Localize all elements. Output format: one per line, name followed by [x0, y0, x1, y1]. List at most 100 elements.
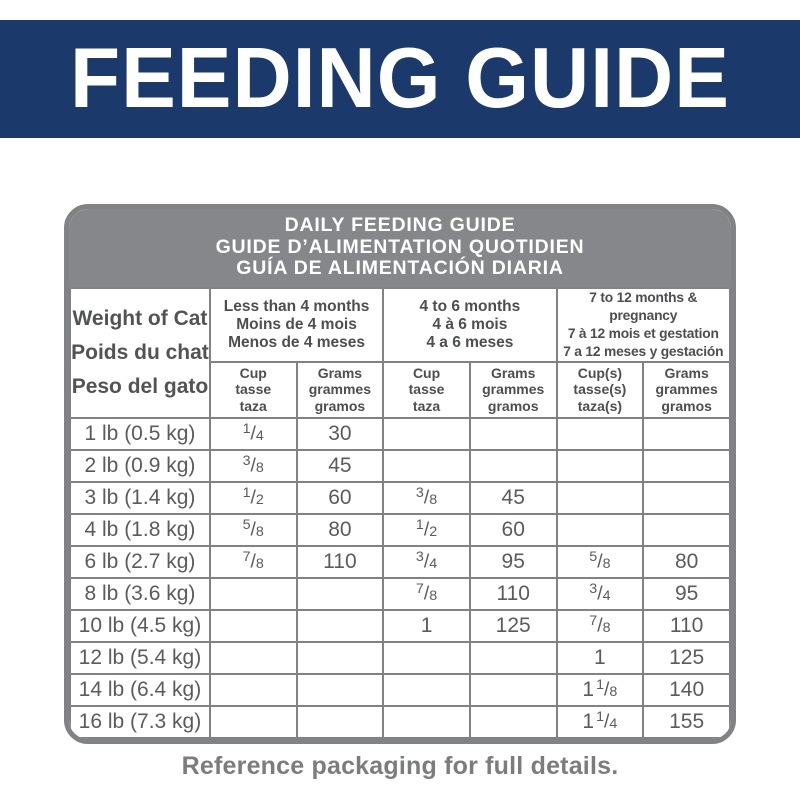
- weight-cell: 6 lb (2.7 kg): [69, 544, 211, 579]
- cup-amount-cell: 7/8: [382, 576, 471, 611]
- cup-amount-cell: [382, 704, 471, 739]
- grams-amount-cell: 80: [642, 544, 731, 579]
- grams-amount-cell: [468, 448, 558, 483]
- grams-amount-cell: [295, 704, 385, 739]
- unit-header: Cup(s) tasse(s) taza(s): [555, 360, 645, 419]
- table-title: DAILY FEEDING GUIDE GUIDE D’ALIMENTATION …: [69, 209, 731, 287]
- grams-amount-cell: [295, 608, 385, 643]
- table-row: 4 lb (1.8 kg) 5/8 80 1/2 60: [69, 512, 731, 547]
- grams-amount-cell: 110: [295, 544, 385, 579]
- daily-feeding-guide-card: DAILY FEEDING GUIDE GUIDE D’ALIMENTATION …: [64, 204, 736, 744]
- grams-amount-cell: 45: [468, 480, 558, 515]
- unit-header: Grams grammes gramos: [295, 360, 385, 419]
- cup-amount-cell: 5/8: [208, 512, 298, 547]
- cup-amount-cell: 3/8: [208, 448, 298, 483]
- cup-amount-cell: 1/2: [208, 480, 298, 515]
- cup-amount-cell: [555, 512, 645, 547]
- cup-amount-cell: [208, 608, 298, 643]
- cup-amount-cell: 1 1/4: [555, 704, 645, 739]
- cup-amount-cell: [555, 416, 645, 451]
- table-row: 3 lb (1.4 kg) 1/2 60 3/8 45: [69, 480, 731, 515]
- grams-amount-cell: [468, 416, 558, 451]
- grams-amount-cell: 155: [642, 704, 731, 739]
- cup-amount-cell: 7/8: [208, 544, 298, 579]
- grams-amount-cell: [642, 512, 731, 547]
- grams-amount-cell: 110: [642, 608, 731, 643]
- cup-amount-cell: [208, 672, 298, 707]
- unit-header: Cup tasse taza: [382, 360, 471, 419]
- cup-amount-cell: 1: [382, 608, 471, 643]
- cup-amount-cell: 1 1/8: [555, 672, 645, 707]
- grams-amount-cell: 60: [295, 480, 385, 515]
- cup-amount-cell: [555, 480, 645, 515]
- table-row: 8 lb (3.6 kg) 7/8 110 3/4 95: [69, 576, 731, 611]
- weight-cell: 3 lb (1.4 kg): [69, 480, 211, 515]
- feeding-guide-banner: FEEDING GUIDE: [0, 20, 800, 138]
- grams-amount-cell: [642, 416, 731, 451]
- footer-note: Reference packaging for full details.: [181, 752, 619, 780]
- grams-amount-cell: [642, 480, 731, 515]
- table-row: 2 lb (0.9 kg) 3/8 45: [69, 448, 731, 483]
- grams-amount-cell: 140: [642, 672, 731, 707]
- grams-amount-cell: 45: [295, 448, 385, 483]
- weight-cell: 12 lb (5.4 kg): [69, 640, 211, 675]
- grams-amount-cell: [642, 448, 731, 483]
- cup-amount-cell: [382, 416, 471, 451]
- cup-amount-cell: [382, 672, 471, 707]
- table-row: 12 lb (5.4 kg) 1 125: [69, 640, 731, 675]
- table-row: 6 lb (2.7 kg) 7/8 110 3/4 95 5/8 80: [69, 544, 731, 579]
- cup-amount-cell: 3/4: [382, 544, 471, 579]
- table-row: 1 lb (0.5 kg) 1/4 30: [69, 416, 731, 451]
- age-group-header: Less than 4 months Moins de 4 mois Menos d…: [208, 286, 385, 363]
- table-body: 1 lb (0.5 kg) 1/4 30 2 lb (0.9 kg) 3/8 45 3 lb…: [69, 416, 731, 739]
- weight-column-header: Weight of Cat Poids du chat Peso del gato: [69, 286, 211, 419]
- age-group-header: 4 to 6 months 4 à 6 mois 4 a 6 meses: [382, 286, 558, 363]
- weight-cell: 16 lb (7.3 kg): [69, 704, 211, 739]
- cup-amount-cell: 5/8: [555, 544, 645, 579]
- grams-amount-cell: [468, 672, 558, 707]
- unit-header: Cup tasse taza: [208, 360, 298, 419]
- feeding-table: Weight of Cat Poids du chat Peso del gato L…: [69, 286, 731, 739]
- grams-amount-cell: [295, 576, 385, 611]
- cup-amount-cell: 1/4: [208, 416, 298, 451]
- cup-amount-cell: [208, 704, 298, 739]
- cup-amount-cell: [555, 448, 645, 483]
- grams-amount-cell: 125: [642, 640, 731, 675]
- cup-amount-cell: [382, 640, 471, 675]
- grams-amount-cell: 110: [468, 576, 558, 611]
- cup-amount-cell: 3/8: [382, 480, 471, 515]
- weight-cell: 2 lb (0.9 kg): [69, 448, 211, 483]
- weight-cell: 8 lb (3.6 kg): [69, 576, 211, 611]
- table-head: Weight of Cat Poids du chat Peso del gato L…: [69, 286, 731, 419]
- age-group-header: 7 to 12 months & pregnancy 7 à 12 mois et…: [555, 286, 731, 363]
- grams-amount-cell: [295, 640, 385, 675]
- grams-amount-cell: [295, 672, 385, 707]
- cup-amount-cell: 1: [555, 640, 645, 675]
- grams-amount-cell: 30: [295, 416, 385, 451]
- cup-amount-cell: [382, 448, 471, 483]
- weight-cell: 10 lb (4.5 kg): [69, 608, 211, 643]
- weight-cell: 1 lb (0.5 kg): [69, 416, 211, 451]
- cup-amount-cell: [208, 640, 298, 675]
- unit-header: Grams grammes gramos: [642, 360, 731, 419]
- grams-amount-cell: 80: [295, 512, 385, 547]
- grams-amount-cell: 95: [642, 576, 731, 611]
- grams-amount-cell: 60: [468, 512, 558, 547]
- banner-title: FEEDING GUIDE: [70, 31, 730, 126]
- cup-amount-cell: 7/8: [555, 608, 645, 643]
- footer: Reference packaging for full details.: [0, 752, 800, 781]
- unit-header: Grams grammes gramos: [468, 360, 558, 419]
- grams-amount-cell: 125: [468, 608, 558, 643]
- cup-amount-cell: 3/4: [555, 576, 645, 611]
- table-row: 16 lb (7.3 kg) 1 1/4 155: [69, 704, 731, 739]
- cup-amount-cell: [208, 576, 298, 611]
- cup-amount-cell: 1/2: [382, 512, 471, 547]
- table-row: 10 lb (4.5 kg) 1 125 7/8 110: [69, 608, 731, 643]
- table-row: 14 lb (6.4 kg) 1 1/8 140: [69, 672, 731, 707]
- grams-amount-cell: [468, 640, 558, 675]
- grams-amount-cell: [468, 704, 558, 739]
- weight-cell: 14 lb (6.4 kg): [69, 672, 211, 707]
- weight-cell: 4 lb (1.8 kg): [69, 512, 211, 547]
- grams-amount-cell: 95: [468, 544, 558, 579]
